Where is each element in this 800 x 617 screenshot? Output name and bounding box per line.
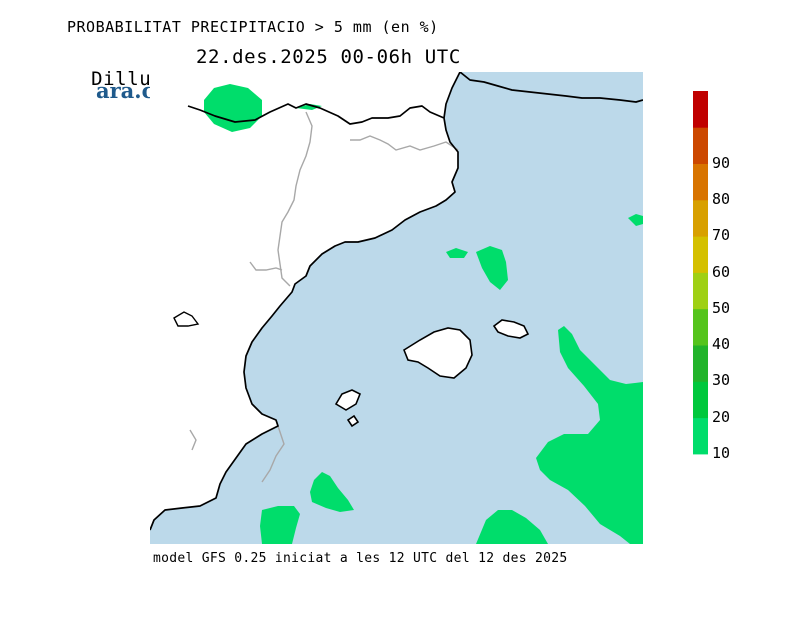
legend-tick-label: 10 [712,444,731,462]
map-title: PROBABILITAT PRECIPITACIO > 5 mm (en %) [67,18,439,36]
precip-area-east-edge [628,214,643,226]
island-ibiza [334,389,362,411]
legend-bin [693,272,708,310]
legend-tick-label: 50 [712,298,731,317]
island-mallorca [403,327,473,379]
island-menorca [492,319,530,339]
legend-bin [693,91,708,128]
legend-bin [693,381,708,419]
legend-tick-label: 30 [712,371,731,390]
coastline [150,72,643,531]
legend-tick-label: 80 [712,189,731,208]
legend-bin [693,345,708,382]
legend-tick-label: 90 [712,153,731,172]
model-info-footer: model GFS 0.25 iniciat a les 12 UTC del … [153,551,568,566]
legend-bin [693,163,708,201]
island-formentera [346,414,360,428]
precip-area-south-2 [260,506,300,544]
precip-area-northeast-sea [446,246,508,290]
precip-area-north-coast [296,104,322,110]
legend-bin [693,236,708,273]
legend-tick-label: 20 [712,407,731,426]
land-iberia [150,72,460,530]
coastline-detail [173,311,200,327]
legend-bin [693,127,708,164]
forecast-datetime: 22.des.2025 00-06h UTC [196,46,461,68]
precip-area-southeast [536,326,643,544]
legend-tick-label: 70 [712,226,731,245]
legend-tick-label: 60 [712,262,731,281]
precip-area-south-3 [476,510,548,544]
legend-color-bar [693,91,708,455]
precip-area-south-1 [310,472,354,512]
legend-bin [693,199,708,237]
region-borders [189,111,459,483]
legend-bin [693,417,708,455]
legend-tick-label: 40 [712,335,731,354]
legend-bin [693,308,708,346]
